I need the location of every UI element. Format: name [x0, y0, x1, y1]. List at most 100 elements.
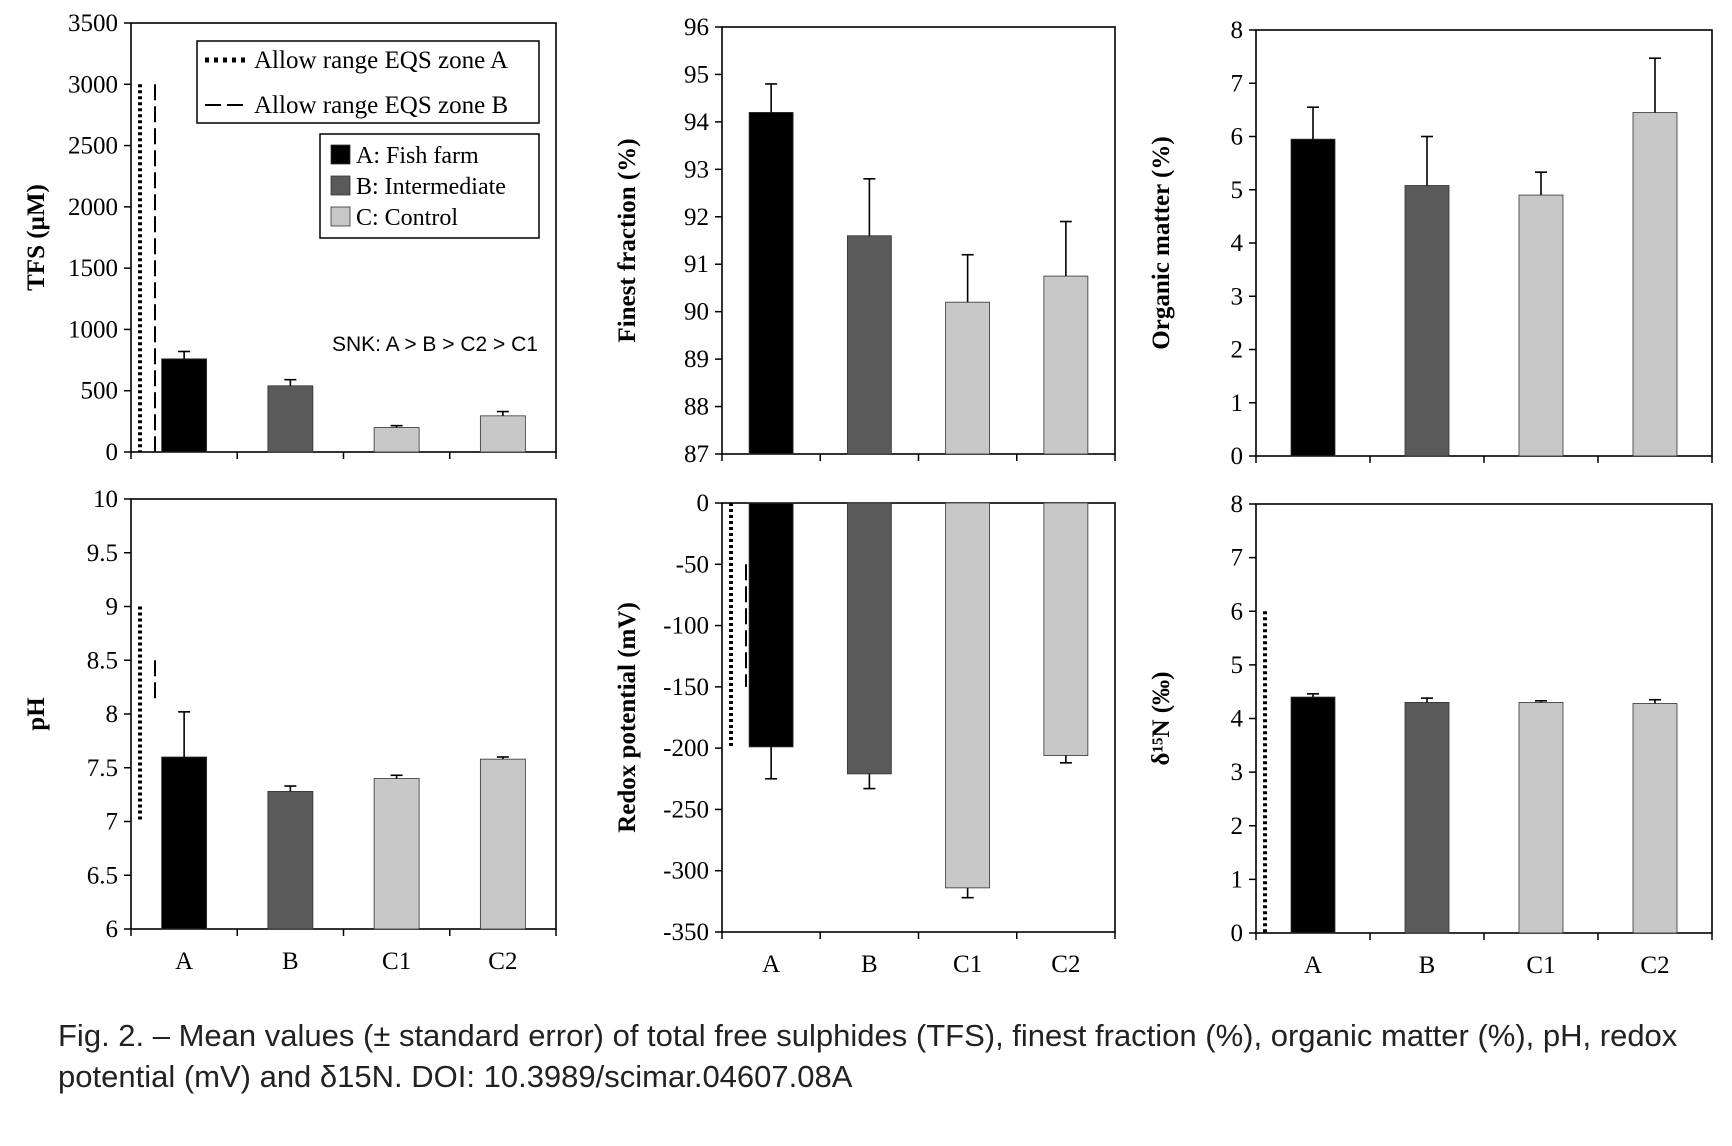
x-tick-label: C2 — [1640, 952, 1669, 979]
figure-caption: Fig. 2. – Mean values (± standard error)… — [58, 1018, 1678, 1094]
y-tick-label: 0 — [106, 439, 119, 466]
y-tick-label: 93 — [684, 156, 709, 183]
y-tick-label: 7 — [1231, 70, 1244, 97]
y-tick-label: 6 — [1231, 598, 1244, 625]
station-legend-swatch — [330, 144, 351, 165]
y-tick-label: 500 — [81, 378, 119, 405]
bar-C2 — [1632, 112, 1678, 457]
y-tick-label: 9.5 — [87, 540, 118, 567]
y-tick-label: 5 — [1231, 652, 1244, 679]
eqs-legend: Allow range EQS zone A Allow range EQS zo… — [196, 40, 540, 124]
snk-annotation: SNK: A > B > C2 > C1 — [332, 333, 538, 356]
y-tick-label: -50 — [676, 551, 709, 578]
y-tick-label: 5 — [1231, 177, 1244, 204]
chart-panel: 0 500 1000 1500 2000 2500 3000 3500 TFS (µM) — [23, 10, 557, 466]
y-tick-label: 2000 — [68, 194, 118, 221]
chart-panel: 87 88 89 90 91 92 93 94 95 96 Finest fraction (%) — [614, 14, 1116, 468]
y-axis-label: Finest fraction (%) — [614, 138, 641, 342]
chart-panel: 6 6.5 7 7.5 8 8.5 9 9.5 10 pH A B C1 C2 — [23, 486, 557, 975]
y-tick-label: 90 — [684, 299, 709, 326]
bar-B — [267, 385, 314, 453]
y-tick-label: 1 — [1231, 390, 1244, 417]
y-tick-label: -300 — [663, 858, 709, 885]
y-axis-label: δ¹⁵N (‰) — [1148, 672, 1175, 766]
eqs-legend-box — [196, 40, 540, 124]
bar-C1 — [373, 778, 420, 930]
y-tick-label: 3 — [1231, 283, 1244, 310]
y-tick-label: 6.5 — [87, 862, 118, 889]
y-tick-label: 1 — [1231, 866, 1244, 893]
station-legend-swatch — [330, 206, 351, 227]
station-legend-label: B: Intermediate — [356, 174, 506, 200]
bar-C1 — [1518, 702, 1564, 934]
station-legend-label: C: Control — [356, 205, 458, 231]
y-axis-label: TFS (µM) — [23, 184, 50, 291]
station-legend-label: A: Fish farm — [356, 143, 479, 169]
y-tick-label: 3000 — [68, 71, 118, 98]
x-tick-label: B — [861, 951, 878, 978]
y-tick-label: 95 — [684, 61, 709, 88]
y-tick-label: 94 — [684, 109, 710, 136]
bar-A — [161, 756, 208, 930]
y-tick-label: 0 — [1231, 443, 1244, 470]
x-tick-label: C1 — [1526, 952, 1555, 979]
chart-panel: 0 1 2 3 4 5 6 7 8 δ¹⁵N (‰) A B C1 C2 — [1148, 491, 1713, 979]
x-tick-label: A — [1304, 952, 1322, 979]
y-tick-label: 88 — [684, 394, 709, 421]
bar-A — [161, 358, 208, 453]
y-tick-label: 2500 — [68, 133, 118, 160]
y-tick-label: 7 — [106, 809, 119, 836]
bar-A — [748, 112, 794, 455]
y-tick-label: 4 — [1231, 230, 1244, 257]
station-legend-box — [319, 133, 540, 239]
eqs-legend-label: Allow range EQS zone B — [254, 92, 508, 119]
bar-B — [846, 235, 892, 455]
y-axis-label: pH — [23, 697, 50, 731]
x-tick-label: A — [762, 951, 780, 978]
bar-A — [1290, 138, 1336, 457]
y-tick-label: -150 — [663, 674, 709, 701]
y-tick-label: 9 — [106, 594, 119, 621]
y-tick-label: -200 — [663, 735, 709, 762]
y-tick-label: 0 — [697, 490, 710, 517]
y-tick-label: 8 — [106, 701, 119, 728]
bar-C1 — [1518, 194, 1564, 457]
y-tick-label: 1500 — [68, 255, 118, 282]
bar-A — [748, 502, 794, 748]
bar-B — [267, 791, 314, 930]
y-tick-label: 96 — [684, 14, 709, 41]
x-tick-label: C2 — [488, 948, 517, 975]
x-tick-label: B — [1419, 952, 1436, 979]
y-tick-label: 1000 — [68, 316, 118, 343]
y-axis-label: Organic matter (%) — [1148, 136, 1175, 349]
y-tick-label: 8 — [1231, 17, 1244, 44]
y-axis-label: Redox potential (mV) — [614, 602, 641, 833]
station-legend-swatch — [330, 175, 351, 196]
bar-C2 — [1632, 703, 1678, 934]
y-tick-label: -100 — [663, 613, 709, 640]
y-tick-label: 2 — [1231, 337, 1244, 364]
bar-C1 — [373, 427, 420, 453]
bar-C2 — [479, 758, 526, 930]
x-tick-label: C1 — [382, 948, 411, 975]
y-tick-label: 7 — [1231, 545, 1244, 572]
y-tick-label: 87 — [684, 441, 709, 468]
y-tick-label: 8.5 — [87, 647, 118, 674]
chart-panel: 0 1 2 3 4 5 6 7 8 Organic matter (%) — [1148, 17, 1713, 470]
y-tick-label: 7.5 — [87, 755, 118, 782]
y-tick-label: -350 — [663, 919, 709, 946]
station-legend: A: Fish farm B: Intermediate C: Control — [319, 133, 540, 239]
eqs-legend-label: Allow range EQS zone A — [254, 47, 508, 74]
y-tick-label: 8 — [1231, 491, 1244, 518]
y-tick-label: 3500 — [68, 10, 118, 37]
y-tick-label: 10 — [93, 486, 118, 513]
y-tick-label: -250 — [663, 796, 709, 823]
y-tick-label: 4 — [1231, 706, 1244, 733]
y-tick-label: 89 — [684, 346, 709, 373]
x-tick-label: C2 — [1051, 951, 1080, 978]
bar-B — [1404, 702, 1450, 934]
bar-B — [1404, 185, 1450, 457]
y-tick-label: 6 — [1231, 124, 1244, 151]
bar-A — [1290, 696, 1336, 934]
